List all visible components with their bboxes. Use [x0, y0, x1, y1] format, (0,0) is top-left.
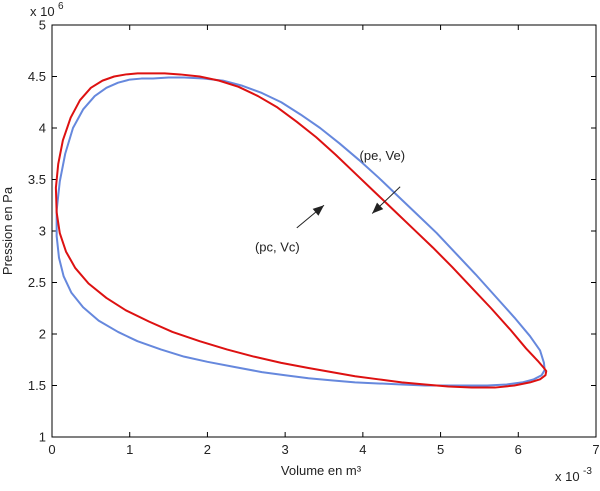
ticks-layer: 0 1 2 3 4 5 6 711.522.533.544.55 — [28, 18, 600, 458]
x-axis-label: Volume en m³ — [281, 463, 362, 478]
y-tick-label: 3 — [39, 224, 46, 239]
y-tick-label: 2.5 — [28, 275, 46, 290]
annotation-label: (pe, Ve) — [360, 148, 406, 163]
annotations-layer: (pe, Ve) (pc, Vc) — [255, 148, 405, 255]
y-tick-label: 1 — [39, 430, 46, 445]
y-tick-label: 5 — [39, 18, 46, 33]
x-tick-label: 7 — [592, 442, 599, 457]
y-multiplier-exponent: 6 — [58, 1, 64, 12]
y-axis-label: Pression en Pa — [0, 186, 15, 275]
y-axis-multiplier: x 10 6 — [30, 1, 64, 19]
x-tick-label: 3 — [282, 442, 289, 457]
x-axis-multiplier: x 10 -3 — [555, 466, 592, 484]
plot-area — [51, 24, 597, 438]
x-multiplier-base: x 10 — [555, 469, 580, 484]
x-tick-label: 2 — [204, 442, 211, 457]
x-tick-label: 4 — [359, 442, 366, 457]
x-tick-label: 6 — [515, 442, 522, 457]
y-tick-label: 1.5 — [28, 378, 46, 393]
y-multiplier-base: x 10 — [30, 4, 55, 19]
x-multiplier-exponent: -3 — [583, 466, 592, 477]
y-tick-label: 2 — [39, 327, 46, 342]
x-tick-label: 0 — [48, 442, 55, 457]
annotation-label: (pc, Vc) — [255, 240, 300, 255]
y-tick-label: 4 — [39, 121, 46, 136]
series-layer — [54, 72, 548, 389]
series-line-1 — [55, 76, 546, 387]
annotation-arrow-head — [372, 202, 384, 214]
annotation-arrow-head — [312, 205, 324, 216]
x-tick-label: 5 — [437, 442, 444, 457]
y-tick-label: 4.5 — [28, 69, 46, 84]
x-tick-label: 1 — [126, 442, 133, 457]
series-line-2 — [54, 72, 548, 389]
y-tick-label: 3.5 — [28, 172, 46, 187]
